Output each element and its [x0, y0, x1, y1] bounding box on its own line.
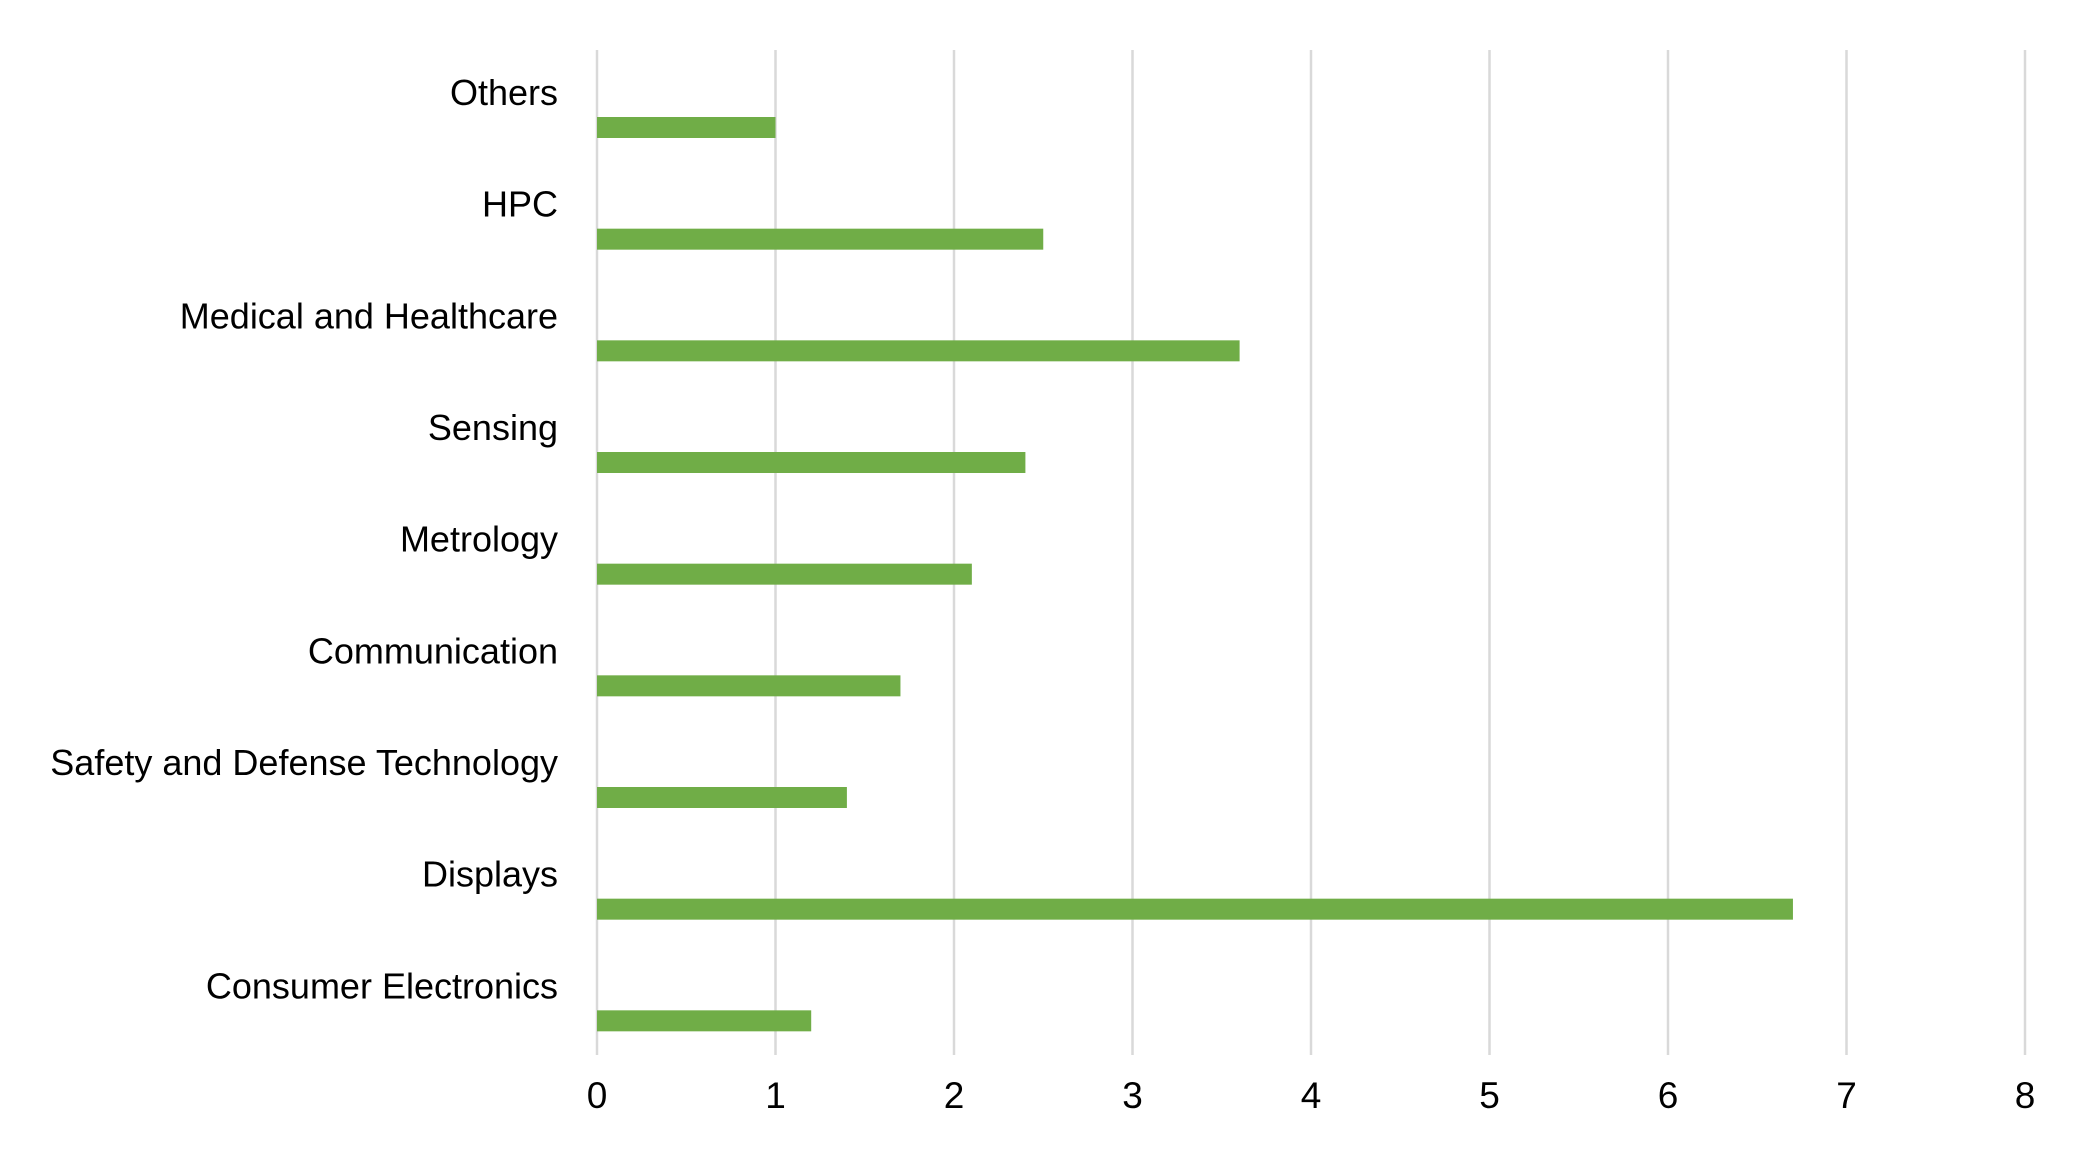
bar [597, 787, 847, 808]
bar [597, 563, 972, 585]
bars [597, 117, 1793, 1032]
category-label: Safety and Defense Technology [50, 742, 558, 783]
bar [597, 117, 776, 138]
x-tick-label: 1 [765, 1075, 786, 1116]
bar [597, 675, 901, 697]
category-label: Metrology [400, 519, 558, 560]
x-tick-label: 8 [2015, 1075, 2036, 1116]
category-label: Consumer Electronics [206, 965, 558, 1006]
category-label: Displays [422, 854, 558, 895]
x-tick-labels: 0 1 2 3 4 5 6 7 8 [587, 1075, 2036, 1116]
category-label: HPC [482, 184, 558, 225]
x-tick-label: 3 [1122, 1075, 1143, 1116]
gridlines [595, 50, 2027, 1055]
x-tick-label: 0 [587, 1075, 608, 1116]
bar [597, 1010, 812, 1032]
x-tick-label: 2 [944, 1075, 965, 1116]
category-label: Medical and Healthcare [180, 295, 558, 336]
bar [597, 340, 1240, 362]
bar [597, 898, 1793, 920]
category-labels: Others HPC Medical and Healthcare Sensing Me… [50, 72, 558, 1006]
x-tick-label: 4 [1301, 1075, 1322, 1116]
category-label: Others [450, 72, 558, 113]
x-tick-label: 7 [1836, 1075, 1857, 1116]
bar [597, 228, 1044, 250]
x-tick-label: 6 [1658, 1075, 1679, 1116]
category-label: Sensing [428, 407, 558, 448]
category-label: Communication [308, 630, 558, 671]
bar [597, 452, 1026, 473]
x-tick-label: 5 [1479, 1075, 1500, 1116]
